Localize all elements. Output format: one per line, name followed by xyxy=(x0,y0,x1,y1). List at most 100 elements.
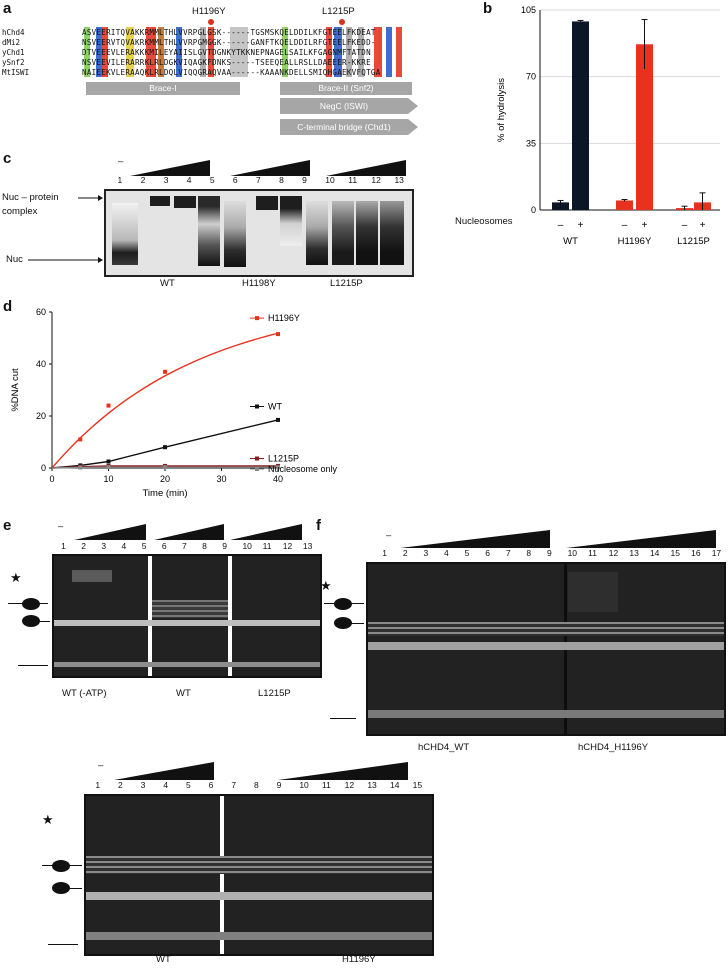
y-tick-label: 0 xyxy=(41,463,46,473)
group-label-c: L1215P xyxy=(330,278,363,289)
complex-label: Nuc – protein xyxy=(2,192,59,203)
panel-a-letter: a xyxy=(3,0,12,17)
bar xyxy=(616,200,633,210)
lane-number: 7 xyxy=(256,175,261,185)
lane-number: 10 xyxy=(299,780,309,790)
lane-number: 10 xyxy=(567,548,578,558)
lane-number: 8 xyxy=(202,541,207,551)
sequence-line: DTVEEEVLERAKKKMILEYAIISLGVTDGNKYTKKNEPNA… xyxy=(82,48,371,57)
lane-dash: – xyxy=(118,156,124,167)
x-tick-label: 10 xyxy=(103,474,113,484)
series-label: H1196Y xyxy=(268,313,300,323)
sequence-name: ySnf2 xyxy=(2,58,25,67)
lane-numbers-e: 1 2 3 4 5 6 7 8 9 10 11 12 13 xyxy=(55,541,315,553)
sequence-alignment: hChd4 dMi2 yChd1 ySnf2 MtISWI ASVEERITQV… xyxy=(0,27,412,79)
titration-wedges xyxy=(74,524,302,540)
data-point xyxy=(78,437,83,442)
series-line xyxy=(51,419,279,469)
lane-number: 11 xyxy=(588,548,597,558)
lane-number: 13 xyxy=(367,780,377,790)
y-axis-label: % of hydrolysis xyxy=(496,78,507,142)
mutation-label-l1215p: L1215P xyxy=(322,6,355,17)
titration-wedges xyxy=(130,160,406,176)
lane-number: 9 xyxy=(302,175,307,185)
lane-number: 7 xyxy=(505,548,511,558)
y-tick-label: 20 xyxy=(36,411,46,421)
group-label-g: WT xyxy=(156,954,171,965)
sequence-name: hChd4 xyxy=(2,28,25,37)
sequence-line: NSVEERVTQVAKRKMMLTHLVVRPGMGGK------GANFT… xyxy=(82,38,376,47)
nucleosome-marker-icon xyxy=(22,598,40,610)
data-point xyxy=(106,403,111,408)
dna-cut-line-chart: 0 20 40 60 0 10 20 30 40 Time (min) %DNA cut H1196Y… xyxy=(10,307,338,499)
lane-dash: – xyxy=(58,521,64,532)
series-label: Nucleosome only xyxy=(268,464,338,474)
panel-d-letter: d xyxy=(3,298,13,315)
legend-marker xyxy=(255,404,259,409)
lane-number: 6 xyxy=(232,175,238,185)
x-tick-label: 40 xyxy=(273,474,283,484)
nucleosomes-row-label: Nucleosomes xyxy=(455,216,513,227)
lane-number: 1 xyxy=(61,541,66,551)
lane-number: 2 xyxy=(118,780,123,790)
x-tick-label: 20 xyxy=(160,474,170,484)
sequence-line: ASVEERITQVAKKRMMLTHLVVRPGLGSK------TGSMS… xyxy=(82,28,376,37)
lane-number: 14 xyxy=(390,780,400,790)
lane-number: 13 xyxy=(394,175,404,185)
nucleosome-marker-icon xyxy=(334,617,352,629)
arrow-icon xyxy=(28,257,103,263)
panel-e-letter: e xyxy=(3,517,12,534)
lane-number: 3 xyxy=(101,541,107,551)
sign-label: – xyxy=(558,220,564,231)
group-label: WT xyxy=(563,236,578,247)
data-point xyxy=(163,369,167,374)
data-point xyxy=(163,465,167,470)
lane-number: 3 xyxy=(423,548,429,558)
y-tick-label: 35 xyxy=(526,138,536,148)
gel-e xyxy=(52,554,322,678)
lane-number: 6 xyxy=(161,541,167,551)
sequence-name: dMi2 xyxy=(2,38,21,47)
nucleosome-marker-icon xyxy=(334,598,352,610)
x-axis-label: Time (min) xyxy=(142,488,187,499)
data-point xyxy=(78,465,83,470)
lane-numbers-g: 1 2 3 4 5 6 7 8 9 10 11 12 13 14 15 xyxy=(88,780,422,792)
lane-number: 8 xyxy=(526,548,532,558)
lane-number: 16 xyxy=(691,548,701,558)
lane-dash: – xyxy=(98,760,104,771)
y-tick-label: 70 xyxy=(526,72,536,82)
lane-number: 9 xyxy=(547,548,552,558)
lane-number: 1 xyxy=(117,175,123,185)
lane-number: 12 xyxy=(344,780,355,790)
arrow-icon xyxy=(78,195,103,201)
lane-number: 5 xyxy=(186,780,191,790)
mutation-dot xyxy=(208,19,214,25)
domain-bar-negc: NegC (ISWI) xyxy=(319,101,369,111)
data-point xyxy=(276,417,280,422)
lane-number: 2 xyxy=(140,175,146,185)
sequence-line: NSVEEVILERARRKLRLDGKVIQAGKFDNKS-----TSEE… xyxy=(82,58,371,67)
lane-number: 12 xyxy=(371,175,381,185)
group-label-c: WT xyxy=(160,278,175,289)
lane-number: 4 xyxy=(163,780,169,790)
nuc-label: Nuc xyxy=(6,254,23,265)
lane-number: 2 xyxy=(402,548,408,558)
lane-number: 2 xyxy=(81,541,86,551)
star-icon: ★ xyxy=(42,812,54,827)
sign-label: + xyxy=(700,220,706,231)
domain-bar-brace-i: Brace-I xyxy=(86,82,240,95)
group-label-e: WT xyxy=(176,688,191,699)
nucleosome-marker-icon xyxy=(22,615,40,627)
legend-marker xyxy=(255,316,259,321)
lane-number: 8 xyxy=(279,175,284,185)
lane-number: 1 xyxy=(382,548,388,558)
mutation-dot xyxy=(339,19,345,25)
nucleosome-marker-icon xyxy=(52,882,70,894)
x-tick-label: 30 xyxy=(216,474,226,484)
domain-bar-brace-ii: Brace-II (Snf2) xyxy=(280,82,412,95)
y-tick-label: 40 xyxy=(36,359,46,369)
panel-f-letter: f xyxy=(316,517,321,534)
data-point xyxy=(106,459,111,464)
data-point xyxy=(163,445,167,450)
